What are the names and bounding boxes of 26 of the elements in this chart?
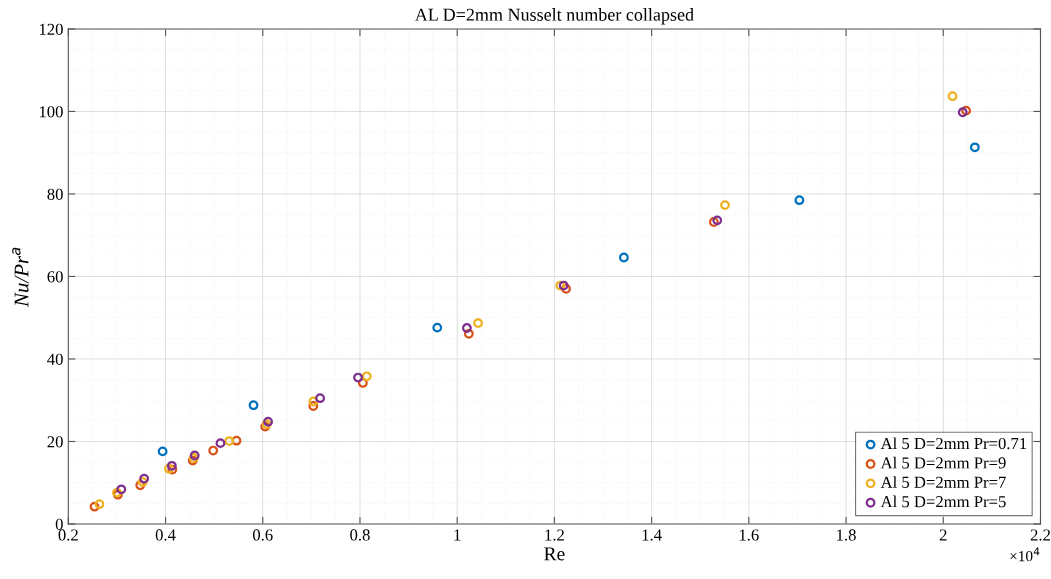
x-tick-label: 2 (939, 529, 947, 541)
y-tick-label: 20 (47, 436, 63, 448)
y-tick-label: 60 (47, 271, 63, 283)
x-axis-title: Re (544, 547, 565, 561)
x-tick-label: 1.2 (545, 529, 564, 541)
legend-label: Al 5 D=2mm Pr=9 (880, 456, 1006, 469)
legend-label: Al 5 D=2mm Pr=5 (880, 495, 1006, 508)
y-tick-label: 0 (55, 518, 63, 530)
x-tick-label: 0.8 (350, 529, 370, 541)
y-tick-label: 100 (39, 106, 63, 118)
text: ×10$^{4}$ (1010, 547, 1040, 562)
legend-label: Al 5 D=2mm Pr=0.71 (880, 437, 1027, 450)
x-tick-label: 2.2 (1030, 529, 1050, 541)
y-tick-label: 120 (39, 23, 63, 35)
y-tick-label: 80 (47, 188, 63, 200)
legend-label: Al 5 D=2mm Pr=7 (880, 476, 1006, 488)
y-tick-label: 40 (47, 353, 63, 365)
x-tick-label: 0.4 (155, 529, 176, 541)
chart-title: AL D=2mm Nusselt number collapsed (414, 8, 694, 25)
x-tick-label: 1.6 (739, 529, 759, 541)
y-axis-title: Nu/Pr$^{a}$ (12, 247, 29, 308)
x-tick-label: 1 (454, 529, 461, 541)
x-tick-label: 1.4 (642, 529, 662, 541)
x-tick-label: 0.2 (58, 529, 78, 541)
x-tick-label: 1.8 (837, 529, 856, 541)
x-tick-label: 0.6 (252, 529, 273, 541)
